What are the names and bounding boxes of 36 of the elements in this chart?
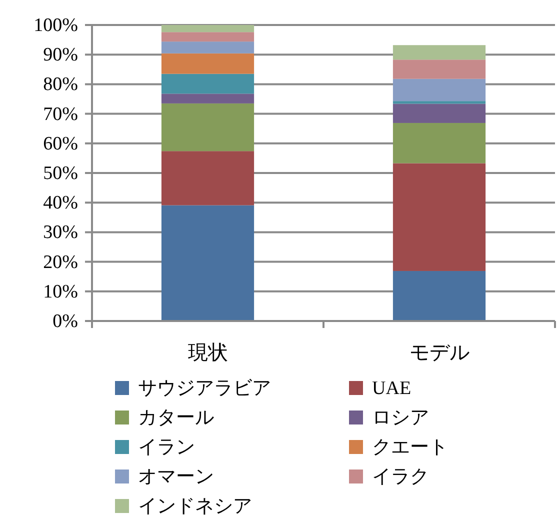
legend-label: UAE — [372, 378, 412, 399]
legend-label: オマーン — [138, 466, 214, 488]
bar — [392, 101, 486, 104]
y-tick-label: 10% — [43, 281, 78, 302]
y-tick-label: 20% — [43, 252, 78, 273]
bar — [392, 78, 486, 102]
bar — [392, 60, 486, 79]
legend-label: クエート — [372, 437, 448, 458]
bar — [161, 103, 254, 152]
legend-label: カタール — [138, 408, 214, 428]
bar — [161, 205, 254, 321]
bar — [161, 94, 254, 104]
y-tick-label: 30% — [43, 222, 78, 244]
bar — [392, 104, 486, 123]
bar — [161, 151, 254, 206]
legend-label: ロシア — [372, 408, 429, 428]
y-tick-label: 40% — [43, 192, 78, 214]
bar — [161, 32, 254, 42]
legend-label: イラク — [372, 466, 429, 488]
bar — [392, 45, 486, 60]
y-tick-label: 70% — [43, 104, 78, 125]
bar — [392, 163, 486, 271]
bar — [392, 270, 486, 321]
y-tick-label: 50% — [43, 163, 78, 184]
bar — [392, 122, 486, 164]
legend-label: イラン — [138, 437, 195, 458]
legend-label: サウジアラビア — [138, 378, 271, 399]
y-tick-label: 80% — [43, 74, 78, 96]
bar — [161, 25, 254, 32]
x-tick-label: モデル — [409, 342, 470, 364]
y-tick-label: 0% — [52, 311, 78, 332]
y-tick-label: 100% — [34, 15, 78, 36]
y-tick-label: 90% — [43, 44, 78, 66]
x-tick-label: 現状 — [188, 342, 228, 364]
y-tick-label: 60% — [43, 133, 78, 154]
legend-label: インドネシア — [138, 496, 252, 517]
